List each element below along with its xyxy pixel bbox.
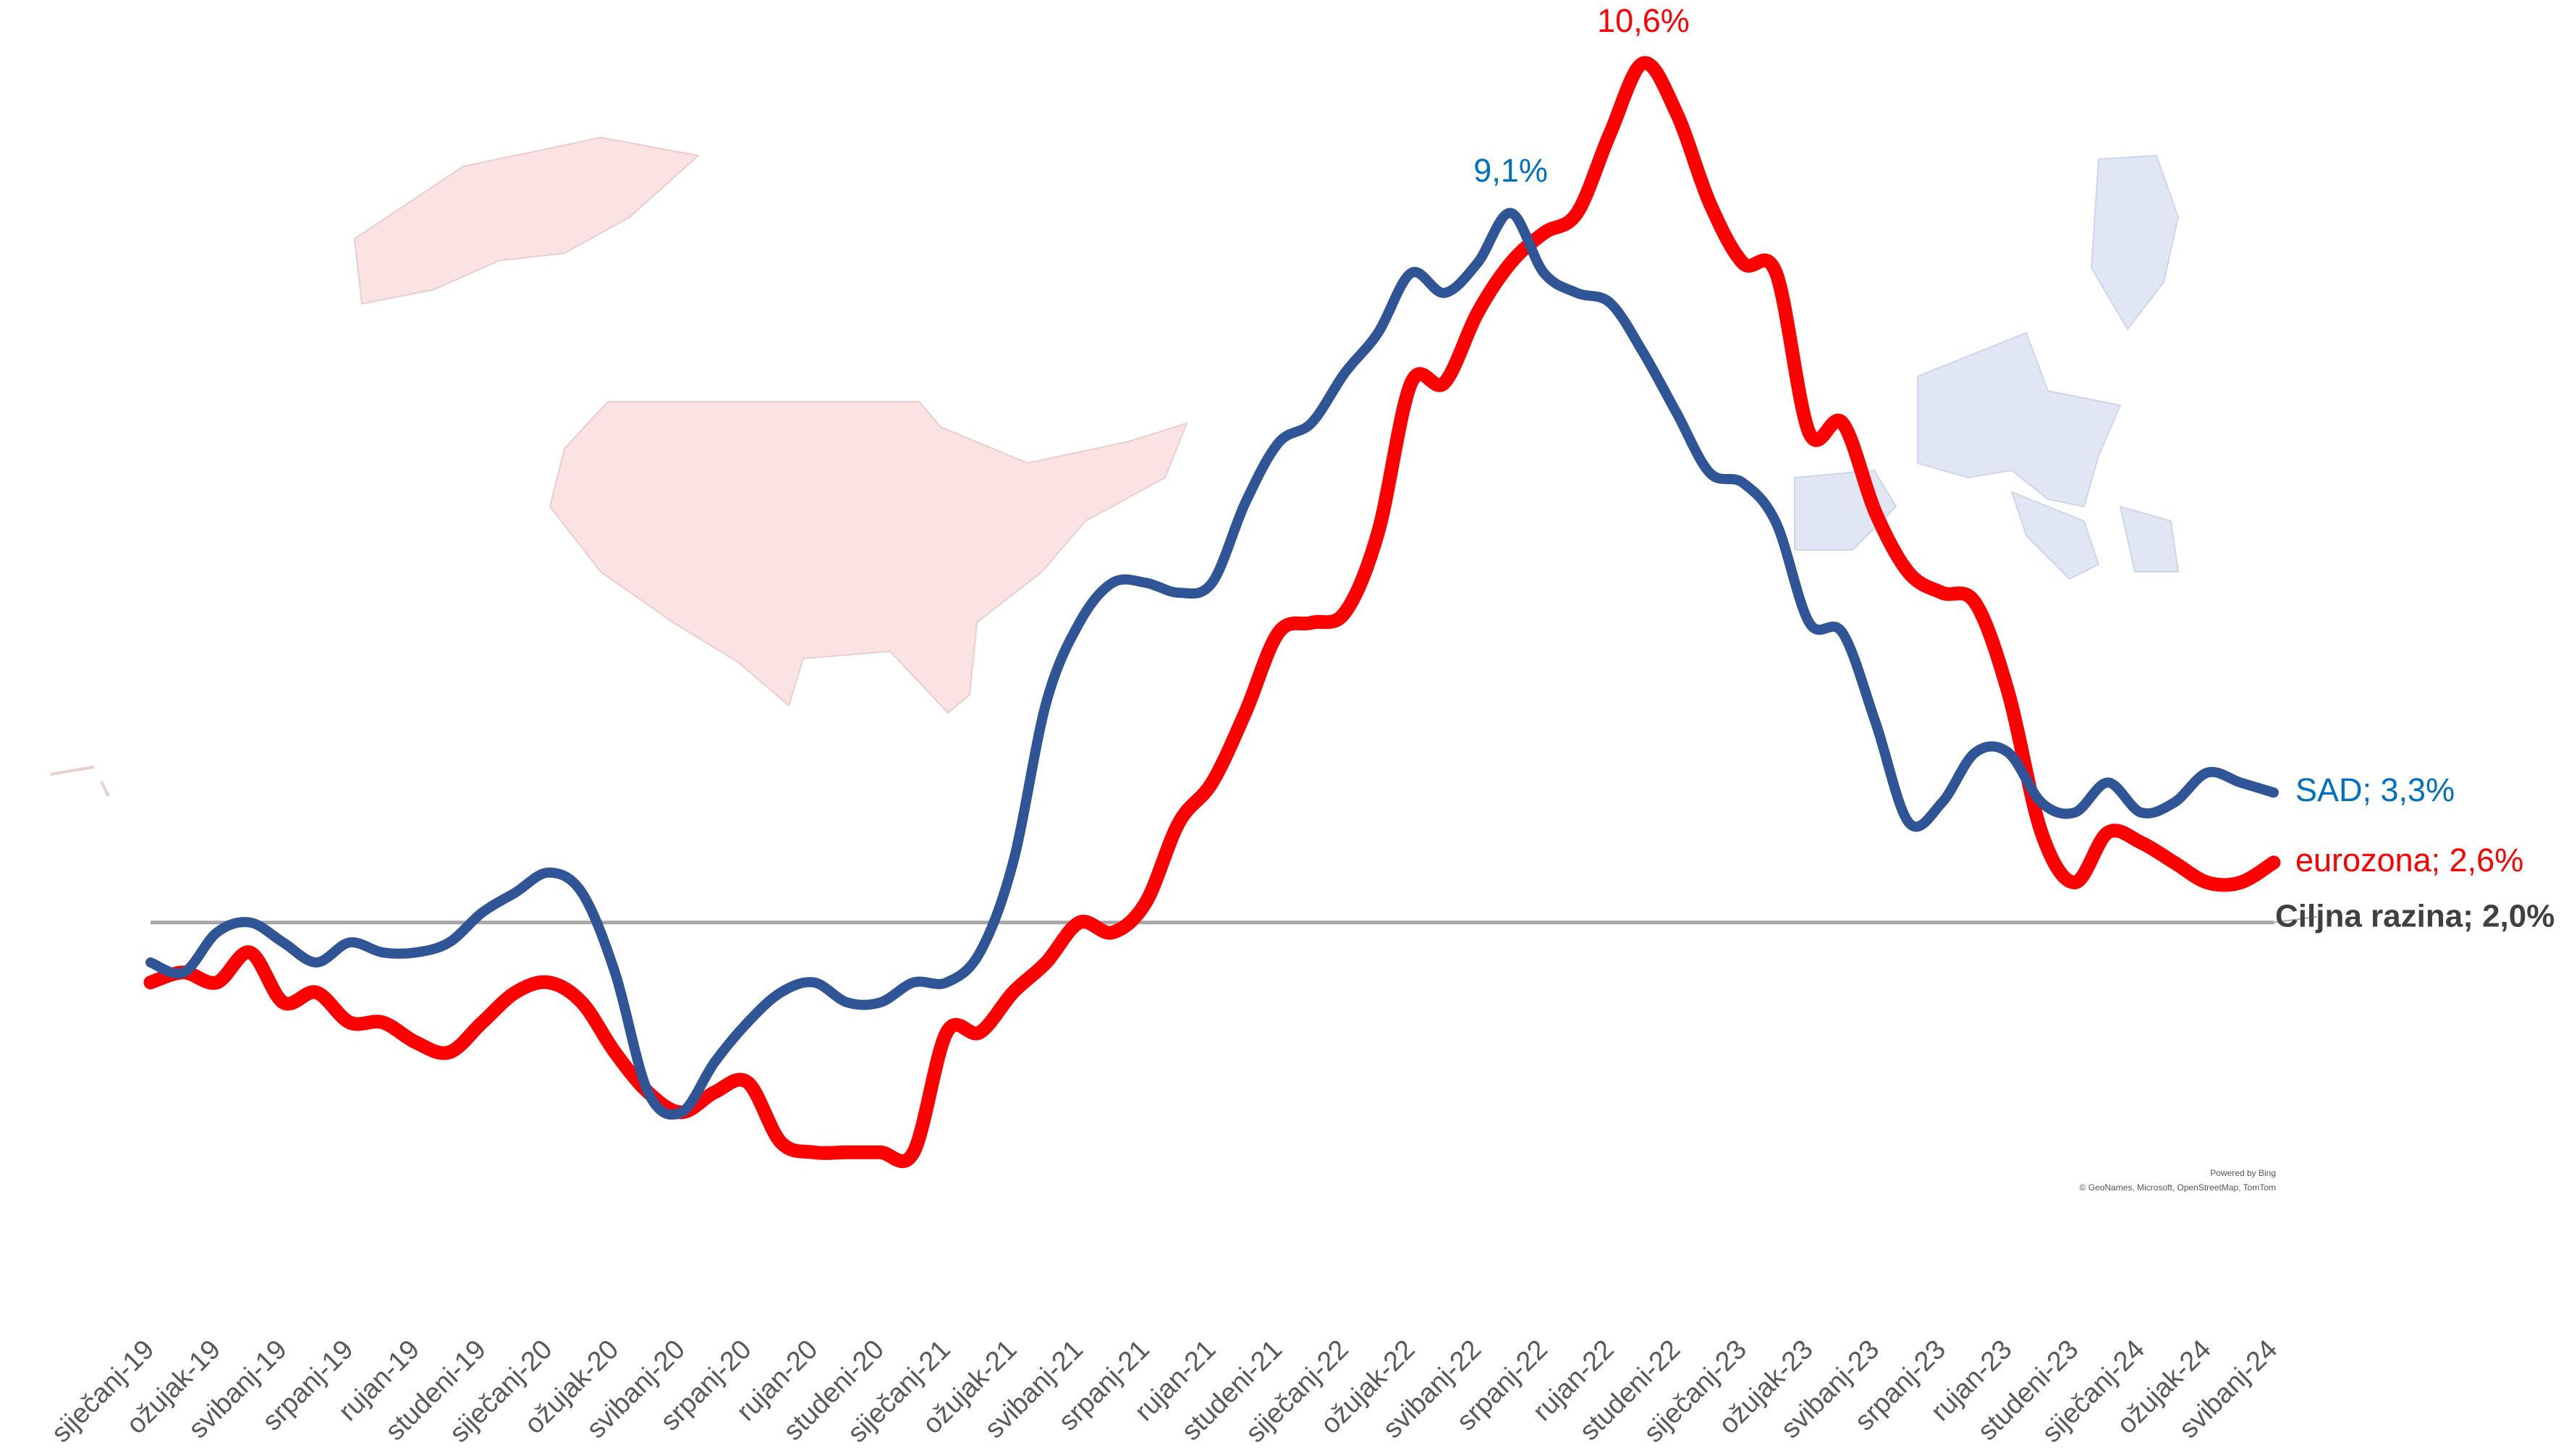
data-label: 9,1% [1473,152,1548,189]
target-label: Ciljna razina; 2,0% [2275,898,2554,934]
series-line [143,56,2281,1168]
data-label: SAD; 3,3% [2295,771,2455,808]
data-label: eurozona; 2,6% [2295,842,2523,879]
data-label: 10,6% [1597,2,1690,39]
series-line [145,208,2279,1120]
target-leader [2273,915,2318,923]
map-attribution: © GeoNames, Microsoft, OpenStreetMap, To… [2080,1182,2276,1193]
map-attribution: Powered by Bing [2210,1168,2276,1178]
